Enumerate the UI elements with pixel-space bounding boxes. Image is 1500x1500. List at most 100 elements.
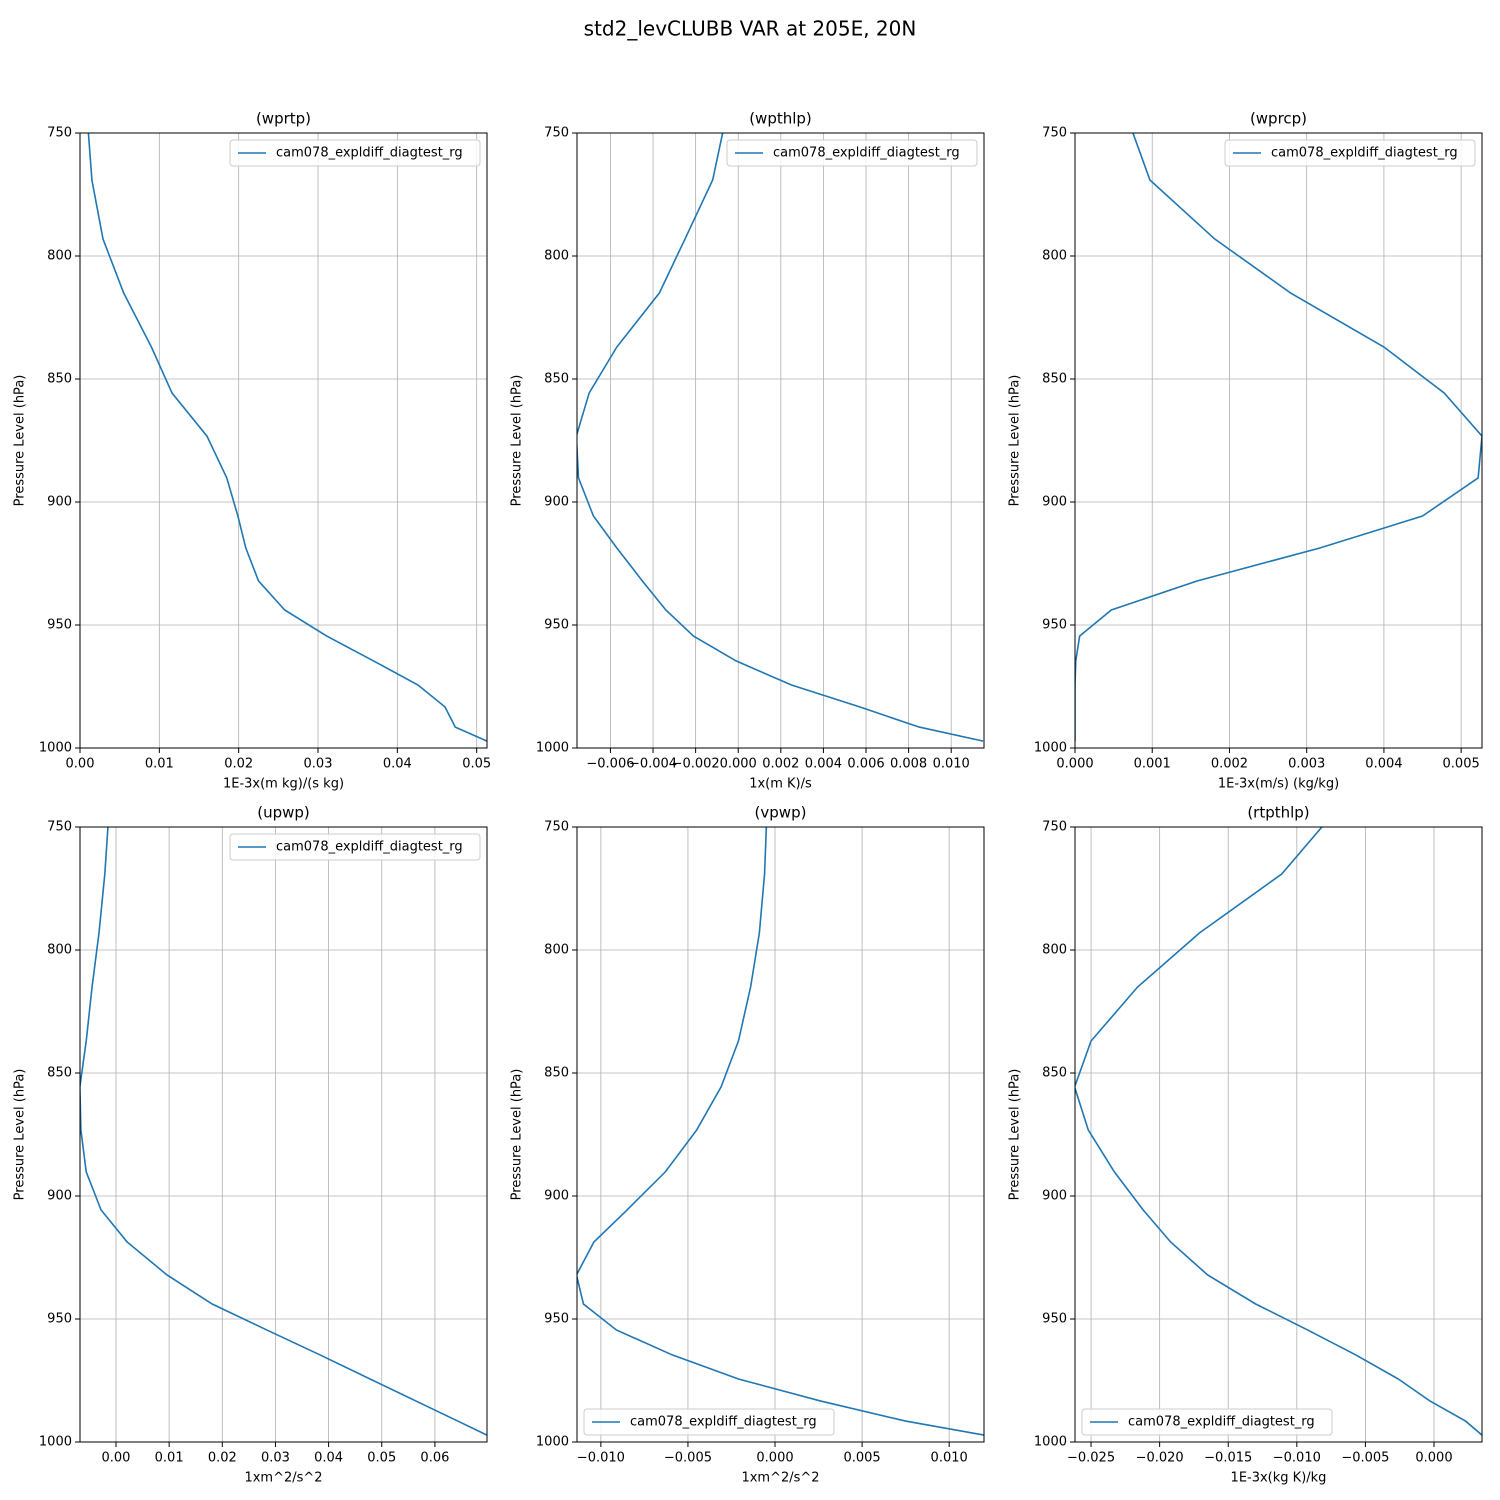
legend-box [1224,139,1476,167]
y-tick-label: 950 [1042,618,1067,633]
x-tick-label: 0.02 [224,757,253,772]
x-tick-label: −0.002 [672,757,720,772]
y-tick-label: 750 [1042,126,1067,141]
x-axis-label: 1x(m K)/s [749,777,812,792]
x-tick-label: 0.06 [420,1451,449,1466]
y-axis-label: Pressure Level (hPa) [13,375,28,507]
legend-label: cam078_expldiff_diagtest_rg [1128,1415,1315,1430]
x-tick-label: −0.010 [577,1451,625,1466]
x-tick-label: 0.008 [890,757,927,772]
legend-label: cam078_expldiff_diagtest_rg [630,1415,817,1430]
x-tick-label: 0.005 [843,1451,880,1466]
x-tick-label: 0.004 [805,757,842,772]
x-tick-label: 0.03 [261,1451,290,1466]
y-tick-label: 900 [47,1189,72,1204]
x-tick-label: −0.020 [1136,1451,1184,1466]
data-line [577,827,984,1436]
x-tick-label: 0.04 [383,757,412,772]
legend-box [726,139,978,167]
y-tick-label: 750 [1042,820,1067,835]
y-tick-label: 850 [1042,1066,1067,1081]
panel-title: (wprtp) [256,110,311,128]
y-tick-label: 750 [47,126,72,141]
y-tick-label: 750 [47,820,72,835]
y-tick-label: 1000 [39,741,72,756]
y-tick-label: 800 [1042,249,1067,264]
x-tick-label: 0.000 [1415,1451,1452,1466]
panel-title: (upwp) [257,804,310,822]
x-tick-label: 0.00 [102,1451,131,1466]
x-tick-label: −0.025 [1067,1451,1115,1466]
y-tick-label: 750 [544,126,569,141]
y-tick-label: 1000 [39,1435,72,1450]
x-tick-label: 0.05 [367,1451,396,1466]
y-tick-label: 800 [1042,943,1067,958]
panel-title: (wpthlp) [749,110,812,128]
y-tick-label: 1000 [1034,741,1067,756]
panel: −0.010 −0.005 0.000 0.005 0.010 750 800 850 900 9… [510,804,985,1486]
y-tick-label: 800 [544,943,569,958]
y-tick-label: 900 [47,495,72,510]
axes-frame [1074,132,1483,749]
x-tick-label: 0.02 [208,1451,237,1466]
x-tick-label: 0.05 [462,757,491,772]
legend-label: cam078_expldiff_diagtest_rg [773,146,960,161]
y-tick-label: 1000 [536,1435,569,1450]
y-tick-label: 900 [1042,495,1067,510]
x-tick-label: 0.000 [720,757,757,772]
x-tick-label: −0.004 [629,757,677,772]
x-axis-label: 1xm^2/s^2 [741,1471,819,1486]
axes-frame [576,826,985,1443]
y-axis-label: Pressure Level (hPa) [1008,375,1023,507]
x-tick-label: 0.002 [762,757,799,772]
legend-label: cam078_expldiff_diagtest_rg [1271,146,1458,161]
x-tick-label: 0.002 [1211,757,1248,772]
y-tick-label: 950 [544,618,569,633]
y-tick-label: 800 [47,943,72,958]
legend-label: cam078_expldiff_diagtest_rg [276,146,463,161]
legend-label: cam078_expldiff_diagtest_rg [276,840,463,855]
panel: 0.00 0.01 0.02 0.03 0.04 0.05 750 800 850 900 950 1… [13,110,492,792]
panel: −0.006−0.004−0.002 0.000 0.002 0.004 0.006 0.… [510,110,985,792]
x-tick-label: −0.006 [586,757,634,772]
x-tick-label: 0.001 [1134,757,1171,772]
panel: −0.025 −0.020 −0.015 −0.010 −0.005 0.000 750 80… [1008,804,1483,1486]
y-tick-label: 800 [544,249,569,264]
figure-title: std2_levCLUBB VAR at 205E, 20N [584,17,917,41]
x-tick-label: 0.01 [155,1451,184,1466]
legend-box [1081,1408,1333,1436]
y-tick-label: 900 [544,1189,569,1204]
data-line [80,827,487,1436]
axes-frame [1074,826,1483,1443]
y-tick-label: 1000 [1034,1435,1067,1450]
legend-box [229,833,481,861]
data-line [87,133,487,742]
y-tick-label: 800 [47,249,72,264]
panel-title: (vpwp) [755,804,807,822]
y-axis-label: Pressure Level (hPa) [510,1069,525,1201]
x-tick-label: 0.003 [1288,757,1325,772]
axes-frame [79,826,488,1443]
x-tick-label: −0.005 [1341,1451,1389,1466]
x-tick-label: 0.00 [66,757,95,772]
x-axis-label: 1xm^2/s^2 [244,1471,322,1486]
axes-frame [79,132,488,749]
x-tick-label: −0.015 [1204,1451,1252,1466]
x-axis-label: 1E-3x(kg K)/kg [1231,1471,1327,1486]
x-tick-label: 0.03 [304,757,333,772]
y-tick-label: 900 [544,495,569,510]
x-axis-label: 1E-3x(m kg)/(s kg) [223,777,344,792]
y-tick-label: 850 [544,372,569,387]
y-tick-label: 950 [47,618,72,633]
y-tick-label: 950 [1042,1312,1067,1327]
panel-title: (wprcp) [1250,110,1307,128]
data-line [577,133,984,742]
x-axis-label: 1E-3x(m/s) (kg/kg) [1218,777,1339,792]
x-tick-label: 0.010 [931,1451,968,1466]
x-tick-label: 0.000 [756,1451,793,1466]
panel: 0.000 0.001 0.002 0.003 0.004 0.005 750 800 850 9… [1008,110,1483,792]
y-tick-label: 900 [1042,1189,1067,1204]
y-tick-label: 850 [544,1066,569,1081]
x-tick-label: 0.006 [847,757,884,772]
